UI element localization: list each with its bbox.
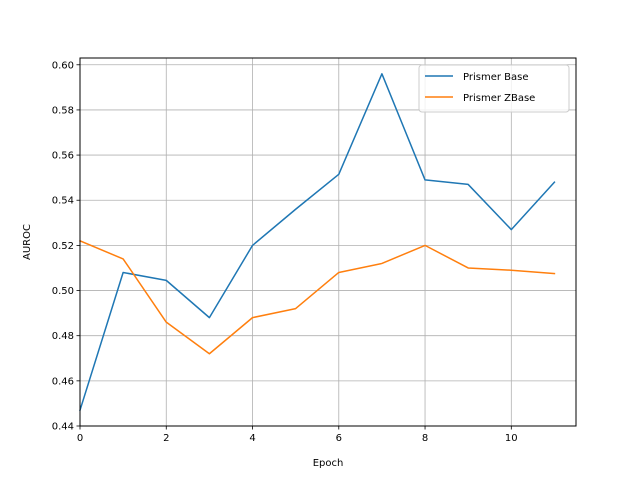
x-tick-label: 2 [163,433,169,444]
x-axis-ticks: 0 2 4 6 8 10 [77,426,518,444]
y-axis-ticks: 0.44 0.46 0.48 0.50 0.52 0.54 0.56 0.58 0.60 [52,60,80,433]
series-line-prismer-base [79,73,556,412]
legend-label-prismer-base: Prismer Base [463,72,529,83]
y-tick-label: 0.50 [52,286,74,297]
series-layer [79,73,556,412]
x-tick-label: 6 [336,433,342,444]
legend-label-prismer-zbase: Prismer ZBase [463,93,535,104]
legend-box [418,64,570,113]
y-tick-label: 0.44 [52,422,74,433]
x-tick-label: 10 [505,433,518,444]
x-tick-label: 8 [422,433,428,444]
x-tick-label: 0 [77,433,83,444]
x-tick-label: 4 [249,433,255,444]
series-line-prismer-zbase [79,239,556,355]
x-axis-label: Epoch [313,458,344,469]
y-tick-label: 0.52 [52,241,74,252]
y-tick-label: 0.56 [52,151,74,162]
y-axis-label: AUROC [22,224,33,260]
legend: Prismer Base Prismer ZBase [418,64,570,113]
y-tick-label: 0.46 [52,376,74,387]
y-tick-label: 0.60 [52,60,74,71]
plot-area [80,58,576,426]
y-tick-label: 0.48 [52,331,74,342]
plot-frame [79,57,577,427]
y-tick-label: 0.58 [52,105,74,116]
y-tick-label: 0.54 [52,196,74,207]
